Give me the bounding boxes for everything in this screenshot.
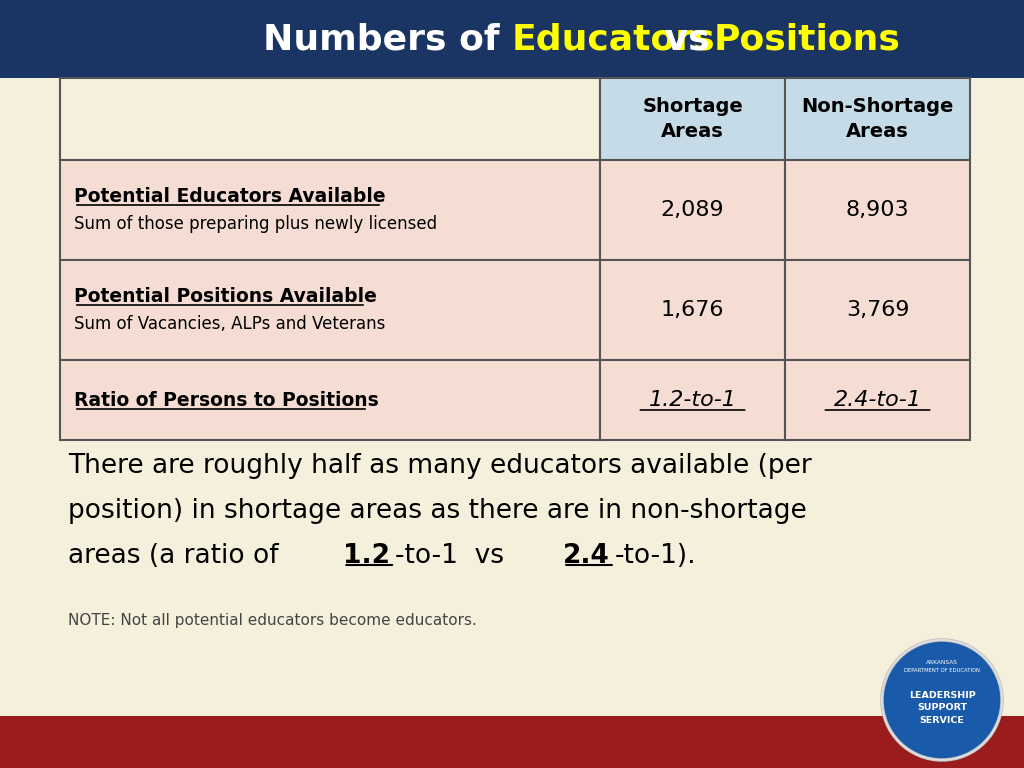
Text: 2.4: 2.4 — [563, 543, 610, 569]
Text: -to-1  vs: -to-1 vs — [395, 543, 521, 569]
Bar — [785, 78, 970, 160]
Text: 2.4-to-1: 2.4-to-1 — [834, 390, 922, 410]
Text: There are roughly half as many educators available (per: There are roughly half as many educators… — [68, 453, 812, 479]
Text: Numbers of: Numbers of — [263, 22, 512, 56]
Bar — [0, 0, 1024, 78]
Bar — [60, 78, 600, 160]
Bar — [600, 360, 785, 440]
Text: 1.2: 1.2 — [343, 543, 390, 569]
Text: Shortage
Areas: Shortage Areas — [642, 97, 742, 141]
Bar — [785, 260, 970, 360]
Bar — [600, 260, 785, 360]
Text: Potential Educators Available: Potential Educators Available — [74, 187, 386, 206]
Text: position) in shortage areas as there are in non-shortage: position) in shortage areas as there are… — [68, 498, 807, 524]
Text: 1.2-to-1: 1.2-to-1 — [648, 390, 736, 410]
Bar — [60, 360, 600, 440]
Text: LEADERSHIP
SUPPORT
SERVICE: LEADERSHIP SUPPORT SERVICE — [908, 691, 976, 725]
Bar — [600, 78, 785, 160]
Bar — [0, 716, 1024, 768]
Text: 2,089: 2,089 — [660, 200, 724, 220]
Text: Sum of those preparing plus newly licensed: Sum of those preparing plus newly licens… — [74, 215, 437, 233]
Text: -to-1).: -to-1). — [614, 543, 696, 569]
Text: areas (a ratio of: areas (a ratio of — [68, 543, 287, 569]
Text: ARKANSAS: ARKANSAS — [926, 660, 958, 666]
Bar — [60, 160, 600, 260]
Text: Non-Shortage
Areas: Non-Shortage Areas — [802, 97, 953, 141]
Text: Sum of Vacancies, ALPs and Veterans: Sum of Vacancies, ALPs and Veterans — [74, 315, 385, 333]
Text: Educators: Educators — [512, 22, 716, 56]
Text: 8,903: 8,903 — [846, 200, 909, 220]
Text: 3,769: 3,769 — [846, 300, 909, 320]
Text: DEPARTMENT OF EDUCATION: DEPARTMENT OF EDUCATION — [904, 667, 980, 673]
Text: vs: vs — [651, 22, 722, 56]
Text: Potential Positions Available: Potential Positions Available — [74, 286, 377, 306]
Text: Ratio of Persons to Positions: Ratio of Persons to Positions — [74, 390, 379, 409]
Text: 1,676: 1,676 — [660, 300, 724, 320]
Circle shape — [882, 640, 1002, 760]
Text: NOTE: Not all potential educators become educators.: NOTE: Not all potential educators become… — [68, 613, 477, 628]
Bar — [600, 160, 785, 260]
Bar — [60, 260, 600, 360]
Text: Positions: Positions — [714, 22, 900, 56]
Bar — [785, 160, 970, 260]
Bar — [785, 360, 970, 440]
